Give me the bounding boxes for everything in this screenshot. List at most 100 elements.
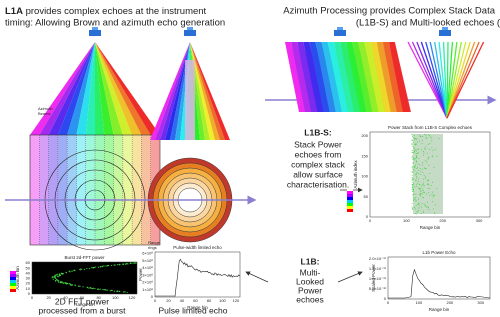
stack-dot bbox=[412, 141, 414, 143]
stack-dot bbox=[415, 149, 417, 151]
stack-dot bbox=[436, 187, 438, 189]
stack-beam bbox=[352, 42, 375, 112]
burst-dot bbox=[102, 288, 104, 291]
stack-dot bbox=[438, 138, 440, 140]
beam bbox=[39, 42, 95, 135]
stack-dot bbox=[421, 202, 423, 204]
stack-dot bbox=[412, 152, 414, 154]
stack-dot bbox=[422, 171, 424, 173]
colorbar bbox=[347, 194, 353, 197]
stack-dot bbox=[411, 174, 413, 176]
stack-dot bbox=[419, 140, 421, 142]
plot-area bbox=[369, 131, 491, 218]
stack-dot bbox=[414, 213, 416, 215]
burst-dot bbox=[99, 266, 101, 268]
stack-dot bbox=[413, 151, 415, 153]
footprint-strip bbox=[113, 135, 123, 245]
stack-dot bbox=[421, 139, 423, 141]
stack-dot bbox=[423, 148, 425, 150]
stack-beam bbox=[327, 42, 350, 112]
stack-dot bbox=[428, 148, 430, 150]
burst-dot bbox=[104, 289, 106, 291]
left-title-line: timing: Allowing Brown and azimuth echo … bbox=[5, 18, 225, 29]
footprint-strip bbox=[57, 135, 68, 245]
burst-dot bbox=[114, 264, 116, 266]
burst-dot bbox=[86, 267, 88, 270]
footprint-strip bbox=[85, 135, 95, 245]
stack-dot bbox=[425, 134, 427, 136]
burst-dot bbox=[118, 290, 120, 292]
arrow bbox=[337, 271, 363, 283]
stack-dot bbox=[420, 170, 422, 172]
stack-dot bbox=[420, 193, 422, 195]
stack-dot bbox=[427, 143, 429, 145]
burst-dot bbox=[68, 270, 70, 272]
footprint-strip bbox=[39, 135, 49, 245]
stack-dot bbox=[411, 155, 413, 157]
y-tick-label: 3×10⁸ bbox=[142, 272, 153, 277]
stack-dot bbox=[415, 138, 417, 140]
stack-dot bbox=[427, 184, 429, 186]
stack-dot bbox=[417, 153, 419, 155]
footprint-strip bbox=[67, 135, 77, 245]
stack-dot bbox=[432, 150, 434, 152]
satellite bbox=[334, 30, 346, 36]
stack-dot bbox=[433, 208, 435, 210]
stack-dot bbox=[424, 191, 426, 193]
burst-dot bbox=[113, 264, 115, 266]
burst-dot bbox=[102, 265, 104, 267]
plot-xlabel: Range bin bbox=[187, 305, 208, 310]
stack-dot bbox=[421, 193, 423, 195]
beam bbox=[76, 42, 95, 135]
y-tick-label: 2.0×10⁻¹¹ bbox=[369, 256, 387, 261]
y-tick-label: 2×10⁸ bbox=[142, 280, 153, 285]
stack-dot bbox=[411, 135, 413, 137]
beam bbox=[155, 42, 190, 140]
burst-dot bbox=[101, 266, 103, 268]
x-tick-label: 20 bbox=[46, 295, 51, 300]
colorbar bbox=[347, 188, 353, 191]
burst-dot bbox=[74, 284, 77, 286]
burst-dot bbox=[122, 263, 124, 265]
burst-dot bbox=[107, 264, 109, 267]
stack-dot bbox=[431, 140, 433, 142]
stack-dot bbox=[434, 148, 436, 150]
stack-dot bbox=[411, 188, 413, 190]
stack-dot bbox=[427, 158, 429, 160]
caption: processed from a burst bbox=[39, 305, 127, 315]
stack-dot bbox=[423, 167, 425, 169]
look-beam bbox=[446, 41, 476, 119]
look-beam bbox=[416, 41, 448, 119]
stack-dot bbox=[411, 176, 413, 178]
satellite-panel bbox=[187, 27, 193, 30]
stack-dot bbox=[415, 173, 417, 175]
l1bs-text: characterisation. bbox=[287, 179, 349, 189]
y-tick-label: 0 bbox=[151, 294, 154, 299]
look-beam bbox=[446, 41, 471, 119]
stack-dot bbox=[414, 174, 416, 176]
stack-dot bbox=[436, 155, 438, 157]
stack-dot bbox=[418, 157, 420, 159]
stack-dot bbox=[415, 197, 417, 199]
y-tick-label: 60 bbox=[26, 260, 31, 265]
colorbar bbox=[347, 191, 353, 194]
stack-dot bbox=[414, 150, 416, 152]
burst-dot bbox=[109, 290, 111, 292]
burst-dot bbox=[83, 268, 86, 270]
stack-dot bbox=[425, 204, 427, 206]
stack-dot bbox=[416, 176, 418, 178]
stack-dot bbox=[411, 139, 413, 141]
stack-dot bbox=[415, 174, 417, 176]
beam bbox=[67, 42, 95, 135]
stack-dot bbox=[425, 137, 427, 139]
burst-dot bbox=[132, 262, 134, 264]
burst-dot bbox=[60, 272, 62, 274]
stack-dot bbox=[424, 168, 426, 170]
stack-dot bbox=[413, 166, 415, 168]
footprint-strip bbox=[141, 135, 151, 245]
x-tick-label: 200 bbox=[439, 218, 446, 223]
burst-dot bbox=[69, 283, 71, 285]
l1b-text: Power bbox=[298, 285, 322, 295]
colorbar bbox=[347, 200, 353, 203]
stack-dot bbox=[419, 164, 421, 166]
